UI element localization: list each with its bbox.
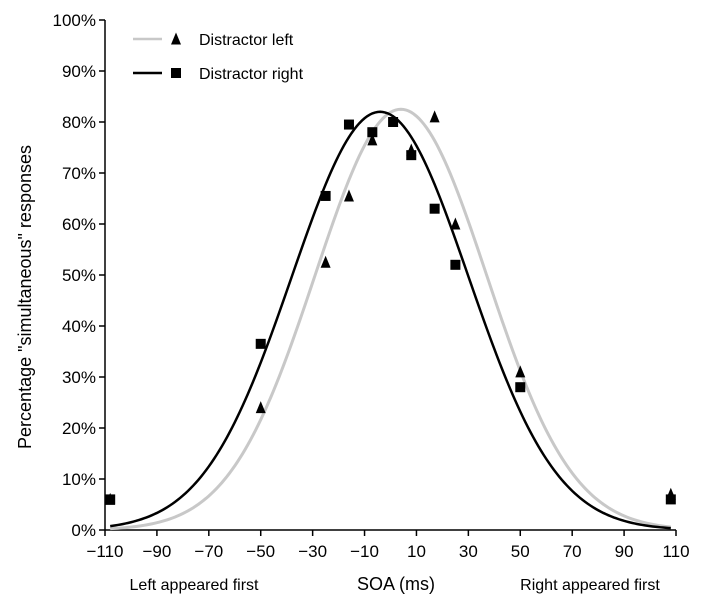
y-tick-label: 80% <box>62 113 96 132</box>
x-axis-title: SOA (ms) <box>357 574 435 594</box>
x-tick-label: −30 <box>298 542 327 561</box>
y-ticks: 0% 10% 20% 30% 40% 50% 60% 70% 80% 90% 100% <box>53 11 105 540</box>
x-tick-label: −10 <box>350 542 379 561</box>
y-tick-label: 60% <box>62 215 96 234</box>
y-tick-label: 20% <box>62 419 96 438</box>
y-tick-label: 0% <box>71 521 96 540</box>
data-point-square <box>320 190 331 201</box>
legend-label-distractor-right: Distractor right <box>199 66 304 83</box>
data-point-square <box>255 338 266 349</box>
y-tick-label: 100% <box>53 11 96 30</box>
y-tick-label: 90% <box>62 62 96 81</box>
data-point-square <box>388 117 399 127</box>
data-point-triangle <box>320 255 331 268</box>
data-point-triangle <box>343 189 354 202</box>
data-markers <box>105 110 676 505</box>
legend-marker-square <box>171 68 181 78</box>
data-point-square <box>343 119 354 130</box>
data-point-triangle <box>255 401 266 414</box>
x-tick-label: 30 <box>459 542 478 561</box>
x-tick-label: −90 <box>142 542 171 561</box>
data-point-triangle <box>429 110 440 123</box>
x-tick-label: 50 <box>511 542 530 561</box>
legend-label-distractor-left: Distractor left <box>199 32 294 49</box>
x-ticks: −110 −90 −70 −50 −30 −10 10 30 50 70 90 110 <box>86 530 690 561</box>
y-tick-label: 30% <box>62 368 96 387</box>
legend-marker-triangle <box>171 32 181 45</box>
x-tick-label: 90 <box>615 542 634 561</box>
data-point-triangle <box>367 133 378 146</box>
data-point-square <box>367 127 378 138</box>
fit-curve-distractor-right <box>110 110 671 530</box>
y-tick-label: 10% <box>62 470 96 489</box>
data-point-square <box>515 382 526 393</box>
data-point-triangle <box>515 365 526 378</box>
y-axis-title: Percentage "simultaneous" responses <box>15 145 35 449</box>
legend-item-distractor-left: Distractor left <box>133 32 294 49</box>
data-point-square <box>665 494 676 505</box>
x-tick-label: 110 <box>662 542 689 561</box>
x-tick-label: −110 <box>86 542 123 561</box>
data-point-square <box>105 494 116 505</box>
y-tick-label: 40% <box>62 317 96 336</box>
x-tick-label: −50 <box>246 542 275 561</box>
x-tick-label: 70 <box>563 542 582 561</box>
y-tick-label: 70% <box>62 164 96 183</box>
left-appeared-first-note: Left appeared first <box>130 577 260 594</box>
legend: Distractor left Distractor right <box>133 32 304 83</box>
legend-item-distractor-right: Distractor right <box>133 66 304 83</box>
x-tick-label: −70 <box>194 542 223 561</box>
data-point-square <box>406 150 417 161</box>
x-tick-label: 10 <box>407 542 426 561</box>
data-point-triangle <box>450 217 461 230</box>
fit-curve-distractor-left <box>110 107 671 531</box>
y-tick-label: 50% <box>62 266 96 285</box>
data-point-square <box>450 259 461 270</box>
axes: 0% 10% 20% 30% 40% 50% 60% 70% 80% 90% 100% −110 −9… <box>53 11 690 561</box>
right-appeared-first-note: Right appeared first <box>520 577 660 594</box>
fit-curves <box>110 107 671 531</box>
data-point-square <box>429 203 440 214</box>
